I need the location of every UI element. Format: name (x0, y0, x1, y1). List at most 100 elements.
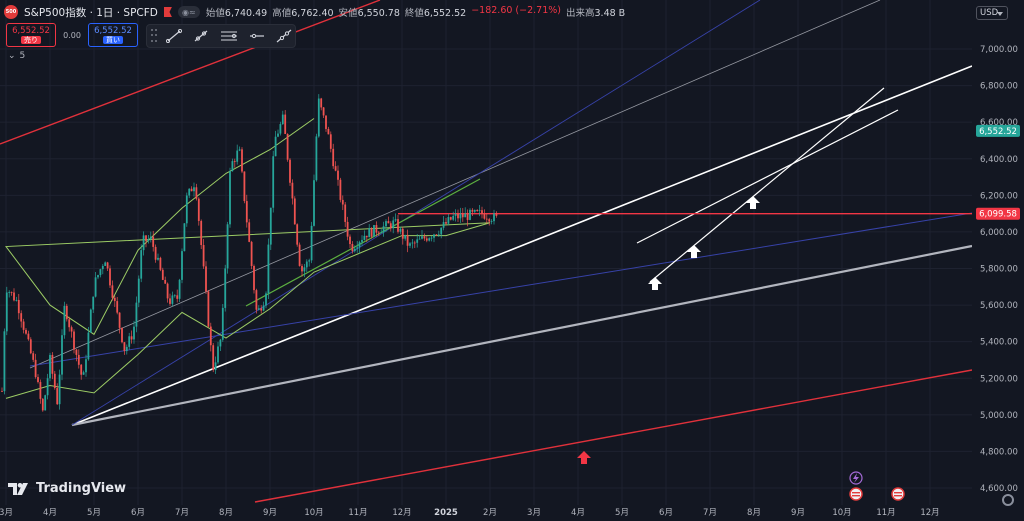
candle-down (435, 234, 438, 236)
candle-up (281, 114, 284, 125)
candle-up (85, 359, 87, 373)
drag-handle-icon[interactable] (151, 29, 157, 43)
candle-up (279, 124, 282, 134)
event-icons (849, 471, 905, 501)
y-tick-label: 6,600.00 (980, 118, 1018, 128)
x-tick-label: 4月 (571, 508, 585, 518)
candle-up (46, 378, 49, 396)
candle-down (130, 336, 133, 340)
indicators-toggle[interactable]: ⌄ 5 (8, 51, 25, 61)
candle-up (442, 222, 445, 228)
x-tick-label: 10月 (832, 508, 851, 518)
candle-up (99, 269, 102, 276)
horizontal-line-tool-icon[interactable] (246, 27, 268, 45)
candle-down (337, 170, 339, 180)
symbol-title[interactable]: S&P500指数 · 1日 · SPCFD (24, 6, 158, 19)
close-label: 終値 (404, 8, 424, 19)
price-labels: 6,552.52 6,099.58 (976, 124, 1020, 220)
candle-down (425, 238, 428, 241)
settings-icon[interactable] (1002, 494, 1014, 506)
main-trend-line (71, 65, 973, 426)
candle-down (209, 326, 212, 346)
trendline-tool-icon[interactable] (163, 27, 185, 45)
candle-down (166, 283, 169, 299)
x-tick-label: 7月 (703, 508, 717, 518)
x-tick-label: 4月 (43, 508, 57, 518)
price-axis: 7,000.00 6,800.00 6,600.00 6,400.00 6,200.00… (972, 0, 1024, 521)
sell-button[interactable]: 6,552.52 売り (6, 23, 56, 47)
candle-up (392, 220, 395, 229)
ray-tool-icon[interactable] (191, 27, 213, 45)
candle-up (188, 188, 191, 196)
y-tick-label: 5,000.00 (980, 411, 1018, 421)
candle-down (481, 210, 483, 215)
candle-down (190, 188, 193, 192)
currency-select[interactable]: USD (976, 6, 1008, 20)
candle-up (437, 234, 440, 236)
candle-down (466, 213, 469, 220)
candle-up (469, 209, 471, 220)
candle-down (29, 339, 32, 354)
candle-down (25, 329, 27, 334)
candle-up (231, 161, 234, 172)
candle-up (147, 239, 150, 241)
x-tick-label: 8月 (219, 508, 233, 518)
flag-stripe (894, 492, 902, 494)
candle-down (65, 305, 68, 320)
flag-stripe (852, 495, 860, 497)
candle-down (51, 354, 54, 374)
x-tick-label: 5月 (87, 508, 101, 518)
candle-up (310, 225, 313, 261)
candle-up (104, 262, 107, 266)
candle-down (77, 354, 80, 365)
candle-up (125, 346, 128, 352)
candle-up (399, 228, 402, 232)
outer-trend-line (29, 0, 881, 369)
moving-average-line (5, 118, 491, 399)
chart-header: 500 S&P500指数 · 1日 · SPCFD ◉≈ 始値6,740.49 … (4, 4, 625, 20)
arrow-up-icon (687, 245, 701, 258)
grid (0, 0, 972, 505)
candle-up (185, 195, 188, 224)
blue-trend-line-1 (29, 212, 973, 367)
candle-down (17, 299, 20, 314)
price-label-bg (976, 207, 1020, 220)
tradingview-logo[interactable]: TradingView (8, 481, 126, 496)
y-tick-label: 6,400.00 (980, 155, 1018, 165)
candle-up (229, 171, 231, 225)
x-tick-label: 5月 (615, 508, 629, 518)
blue-trend-line-2 (71, 0, 761, 426)
x-tick-label: 11月 (348, 508, 367, 518)
parallel-channel-tool-icon[interactable] (218, 27, 240, 45)
candle-down (365, 235, 368, 238)
time-axis: 3月 4月 5月 6月 7月 8月 9月 10月 11月 12月 2025 2月 3月 4月 5月 6月 7月 8… (0, 508, 940, 518)
candle-up (135, 302, 138, 327)
y-tick-label: 7,000.00 (980, 45, 1018, 55)
moving-average-path (5, 118, 491, 399)
flag-icon[interactable] (163, 7, 172, 17)
buy-button[interactable]: 6,552.52 買い (88, 23, 138, 47)
candle-up (61, 335, 63, 375)
candle-up (373, 225, 375, 237)
candle-down (197, 198, 200, 221)
candle-down (109, 268, 111, 286)
candle-up (274, 136, 277, 157)
brand-name: TradingView (36, 481, 127, 496)
candle-up (409, 243, 411, 246)
candle-up (97, 275, 99, 278)
candle-up (440, 227, 443, 235)
candle-up (8, 292, 11, 293)
candle-up (433, 234, 435, 238)
candle-down (113, 297, 116, 302)
visibility-toggle-icon[interactable]: ◉≈ (177, 6, 200, 18)
candle-up (178, 279, 181, 299)
candle-down (159, 257, 162, 270)
candle-down (106, 262, 109, 269)
candle-down (485, 218, 488, 220)
candle-up (464, 213, 467, 218)
candle-down (37, 377, 39, 383)
candle-down (161, 269, 164, 280)
candle-down (320, 98, 323, 108)
extended-line-tool-icon[interactable] (273, 27, 295, 45)
